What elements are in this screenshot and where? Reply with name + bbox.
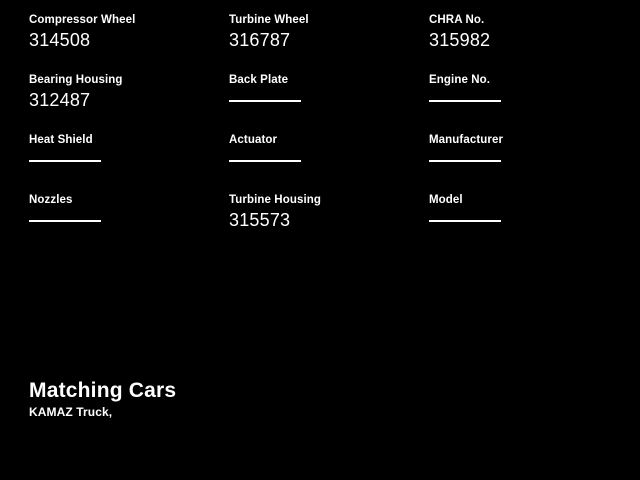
spec-field-label: Nozzles	[29, 194, 73, 206]
spec-field: Turbine Housing 315573	[229, 194, 429, 254]
spec-field-label: Bearing Housing	[29, 74, 123, 86]
spec-field-empty-rule	[229, 100, 301, 102]
spec-field-label: Manufacturer	[429, 134, 504, 146]
spec-field-grid: Compressor Wheel 314508 Turbine Wheel 31678…	[29, 14, 611, 254]
spec-field-value: 315573	[229, 210, 291, 230]
spec-field-empty-rule	[429, 100, 501, 102]
spec-field-empty-rule	[229, 160, 301, 162]
spec-field-label: Back Plate	[229, 74, 289, 86]
spec-field-label: Heat Shield	[29, 134, 93, 146]
spec-field: Compressor Wheel 314508	[29, 14, 229, 74]
spec-field-value: 315982	[429, 30, 491, 50]
spec-field-empty-rule	[429, 160, 501, 162]
spec-field: Model	[429, 194, 611, 254]
spec-field-label: CHRA No.	[429, 14, 485, 26]
spec-field-label: Engine No.	[429, 74, 491, 86]
spec-field: Bearing Housing 312487	[29, 74, 229, 134]
spec-field-label: Compressor Wheel	[29, 14, 136, 26]
spec-field: CHRA No. 315982	[429, 14, 611, 74]
spec-field-value: 314508	[29, 30, 91, 50]
matching-cars-title: Matching Cars	[29, 379, 177, 402]
spec-field-empty-rule	[429, 220, 501, 222]
spec-field: Back Plate	[229, 74, 429, 134]
spec-field-label: Turbine Wheel	[229, 14, 309, 26]
spec-field-empty-rule	[29, 220, 101, 222]
spec-field: Actuator	[229, 134, 429, 194]
matching-cars-section: Matching Cars KAMAZ Truck,	[29, 379, 589, 420]
spec-field-value: 316787	[229, 30, 291, 50]
spec-field: Nozzles	[29, 194, 229, 254]
spec-field-label: Model	[429, 194, 463, 206]
spec-field-label: Actuator	[229, 134, 278, 146]
spec-field: Heat Shield	[29, 134, 229, 194]
matching-cars-list: KAMAZ Truck,	[29, 405, 113, 419]
spec-field: Manufacturer	[429, 134, 611, 194]
spec-field: Engine No.	[429, 74, 611, 134]
spec-field: Turbine Wheel 316787	[229, 14, 429, 74]
spec-field-value: 312487	[29, 90, 91, 110]
spec-field-label: Turbine Housing	[229, 194, 322, 206]
spec-field-empty-rule	[29, 160, 101, 162]
